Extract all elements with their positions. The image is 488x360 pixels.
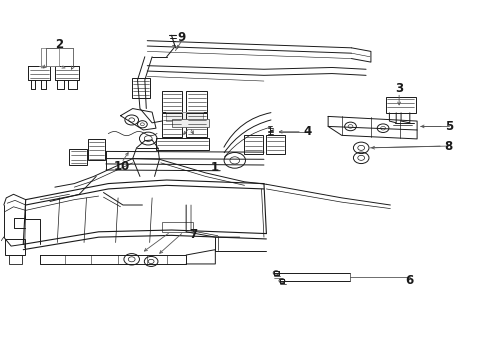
Text: 6: 6 [405,274,413,287]
Bar [5,239,25,255]
Bar [156,138,208,150]
Bar [88,139,105,160]
Bar [162,113,182,137]
Text: 2: 2 [55,39,62,51]
Bar [165,112,202,121]
Text: 1: 1 [210,161,218,174]
Text: 8: 8 [444,140,452,153]
Text: 10: 10 [113,160,129,173]
Bar [266,135,285,154]
Bar [162,222,193,232]
Bar [171,119,208,127]
Bar [186,91,206,112]
Bar [186,113,206,137]
Bar [69,149,87,165]
Bar [162,91,182,112]
Bar [9,255,22,264]
Text: 3: 3 [394,82,403,95]
Bar [385,97,415,113]
Text: 7: 7 [189,228,197,241]
Bar [131,78,150,98]
Text: 4: 4 [303,125,311,138]
Text: 9: 9 [177,31,185,44]
Bar [244,135,263,154]
Text: 5: 5 [444,120,452,133]
